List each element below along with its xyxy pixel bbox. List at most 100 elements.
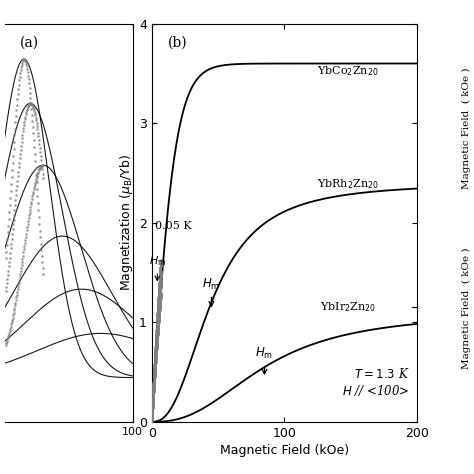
Point bbox=[27, 100, 34, 107]
Point bbox=[35, 213, 43, 221]
Point bbox=[7, 249, 14, 257]
Point bbox=[33, 172, 41, 180]
Point bbox=[26, 100, 33, 108]
Point bbox=[32, 164, 39, 172]
Point bbox=[21, 113, 29, 120]
Point bbox=[10, 216, 18, 223]
Text: YbCo$_2$Zn$_{20}$: YbCo$_2$Zn$_{20}$ bbox=[318, 64, 379, 79]
Point bbox=[2, 341, 10, 349]
Point bbox=[9, 314, 17, 321]
Point bbox=[13, 177, 21, 185]
Point bbox=[3, 339, 10, 347]
Point bbox=[17, 146, 24, 154]
Point bbox=[25, 212, 33, 219]
Point bbox=[22, 110, 29, 118]
Point bbox=[22, 230, 30, 237]
Point bbox=[19, 252, 27, 259]
Point bbox=[35, 166, 43, 174]
Point bbox=[34, 126, 41, 133]
Point bbox=[22, 60, 30, 68]
Text: YbRh$_2$Zn$_{20}$: YbRh$_2$Zn$_{20}$ bbox=[317, 177, 379, 191]
Point bbox=[12, 296, 20, 304]
Point bbox=[12, 118, 19, 126]
Point bbox=[18, 61, 25, 69]
Point bbox=[23, 107, 30, 114]
Point bbox=[37, 156, 45, 164]
Text: $H_{\rm m}$: $H_{\rm m}$ bbox=[255, 346, 273, 374]
Point bbox=[15, 77, 23, 84]
Point bbox=[16, 150, 24, 158]
Text: $H_{\rm m}$: $H_{\rm m}$ bbox=[202, 276, 220, 306]
Point bbox=[25, 100, 33, 108]
Point bbox=[39, 264, 46, 272]
Point bbox=[12, 299, 19, 307]
Point bbox=[31, 112, 39, 119]
Point bbox=[28, 101, 36, 109]
Point bbox=[18, 138, 25, 146]
Point bbox=[31, 109, 38, 117]
Point bbox=[37, 152, 45, 160]
Point bbox=[7, 325, 14, 332]
Point bbox=[34, 171, 41, 178]
Point bbox=[17, 142, 25, 150]
Point bbox=[14, 168, 22, 175]
Point bbox=[34, 192, 41, 200]
Point bbox=[13, 95, 21, 103]
Point bbox=[24, 220, 31, 228]
Point bbox=[23, 105, 31, 112]
Point bbox=[28, 192, 36, 200]
Point bbox=[23, 224, 31, 231]
Point bbox=[22, 58, 29, 66]
Text: $T = 1.3$ K
$H$ // <100>: $T = 1.3$ K $H$ // <100> bbox=[342, 366, 409, 398]
Point bbox=[15, 163, 22, 171]
Point bbox=[38, 259, 46, 266]
Text: $H_{\rm m}$: $H_{\rm m}$ bbox=[148, 255, 166, 281]
Text: (a): (a) bbox=[20, 36, 39, 50]
Point bbox=[20, 242, 28, 250]
Point bbox=[21, 56, 28, 64]
Point bbox=[19, 249, 27, 256]
Point bbox=[15, 279, 22, 287]
Point bbox=[26, 84, 33, 91]
Point bbox=[8, 180, 15, 188]
Point bbox=[35, 206, 42, 214]
Point bbox=[16, 273, 23, 281]
X-axis label: Magnetic Field (kOe): Magnetic Field (kOe) bbox=[220, 444, 349, 457]
Point bbox=[24, 218, 32, 225]
Point bbox=[28, 195, 36, 203]
Point bbox=[23, 227, 30, 234]
Point bbox=[20, 121, 27, 128]
Point bbox=[27, 105, 35, 112]
Point bbox=[33, 185, 41, 192]
Point bbox=[36, 140, 43, 147]
Point bbox=[20, 118, 28, 126]
Point bbox=[4, 275, 11, 283]
Point bbox=[37, 163, 45, 171]
Point bbox=[29, 103, 36, 110]
Point bbox=[33, 122, 41, 130]
Point bbox=[39, 271, 47, 278]
Point bbox=[4, 335, 12, 342]
Point bbox=[9, 152, 17, 159]
Point bbox=[39, 162, 46, 169]
Point bbox=[19, 55, 27, 63]
Point bbox=[36, 220, 43, 228]
Point bbox=[33, 173, 40, 181]
Point bbox=[4, 235, 11, 243]
Point bbox=[7, 187, 15, 194]
Point bbox=[7, 323, 15, 330]
Point bbox=[14, 90, 21, 98]
Point bbox=[11, 125, 19, 133]
Point bbox=[32, 171, 40, 178]
Point bbox=[11, 206, 18, 214]
Point bbox=[25, 101, 32, 109]
Point bbox=[15, 276, 23, 284]
Point bbox=[13, 291, 20, 299]
Point bbox=[2, 254, 10, 262]
Point bbox=[34, 169, 42, 177]
Point bbox=[5, 215, 13, 223]
Point bbox=[38, 162, 46, 170]
Point bbox=[13, 182, 20, 190]
Point bbox=[23, 63, 30, 70]
Point bbox=[33, 119, 40, 127]
